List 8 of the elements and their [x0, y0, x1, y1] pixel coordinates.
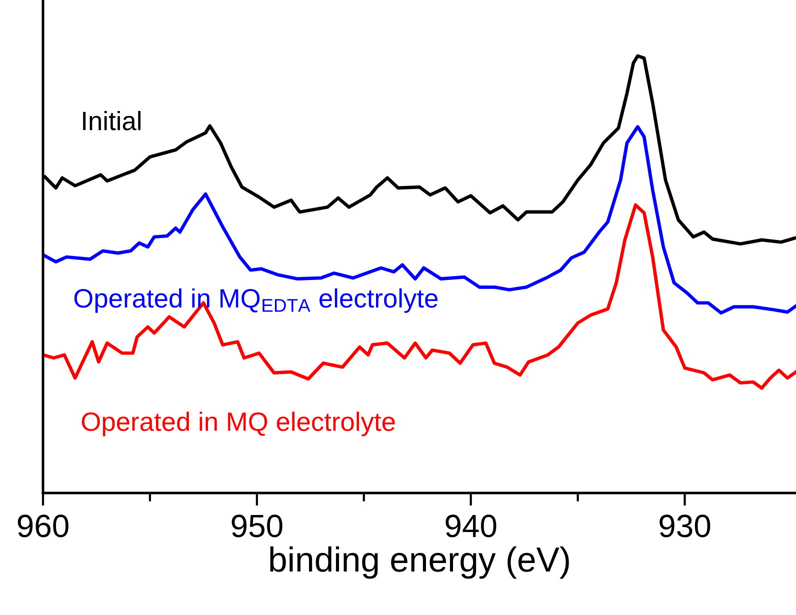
x-axis-title: binding energy (eV)	[270, 546, 569, 579]
series-label: Operated in MQ electrolyte	[82, 412, 395, 436]
x-tick-label: 930	[660, 514, 710, 538]
x-tick-label: 950	[232, 514, 282, 538]
x-tick-label: 940	[446, 514, 496, 538]
series-label: Operated in MQ$_{EDTA}$ electrolyte	[74, 288, 438, 313]
series-label: Initial	[83, 110, 140, 130]
x-tick-label: 960	[18, 514, 68, 538]
